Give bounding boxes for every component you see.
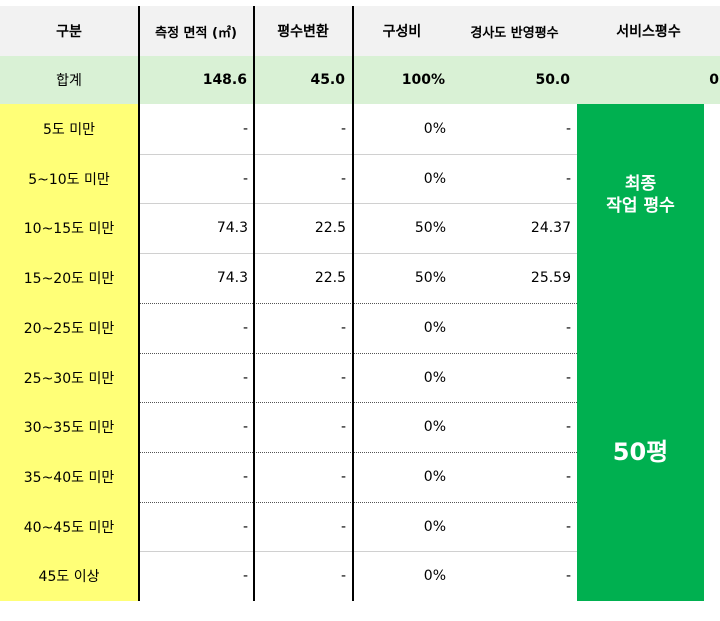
row-ratio: 0%	[423, 518, 446, 535]
final-value: 50평	[612, 438, 669, 466]
total-area: 148.6	[138, 56, 254, 104]
row-area: -	[242, 419, 248, 435]
total-slope: 50.0	[452, 56, 577, 104]
row-area: 74.3	[216, 270, 248, 286]
row-category: 35~40도 미만	[0, 452, 138, 502]
row-category: 25~30도 미만	[0, 353, 138, 402]
row-pyeong: -	[340, 320, 346, 336]
row-slope: -	[565, 469, 571, 485]
row-ratio: 0%	[423, 121, 446, 137]
row-slope: -	[565, 369, 571, 386]
final-work-area: 최종 작업 평수 50평	[577, 104, 704, 601]
total-service: 0	[577, 56, 720, 104]
column-divider	[138, 6, 140, 601]
row-slope: 25.59	[530, 270, 571, 286]
row-ratio: 0%	[423, 320, 446, 336]
row-category: 45도 이상	[0, 551, 138, 601]
row-divider	[0, 154, 577, 155]
row-slope: 24.37	[530, 220, 571, 236]
total-pyeong: 45.0	[254, 56, 352, 104]
row-slope: -	[565, 568, 571, 584]
header-pyeong: 평수변환	[254, 6, 352, 56]
row-area: -	[242, 568, 248, 584]
row-slope: -	[565, 170, 571, 187]
row-pyeong: -	[340, 518, 346, 535]
header-area: 측정 면적 (㎡)	[138, 6, 254, 56]
header-slope: 경사도 반영평수	[452, 6, 577, 56]
row-divider	[0, 502, 577, 503]
row-pyeong: -	[340, 469, 346, 485]
row-area: -	[242, 320, 248, 336]
row-category: 10~15도 미만	[0, 203, 138, 253]
column-divider	[352, 6, 354, 601]
row-pyeong: -	[340, 121, 346, 137]
final-label-line2: 작업 평수	[606, 196, 675, 216]
row-pyeong: -	[340, 568, 346, 584]
row-area: -	[242, 518, 248, 535]
row-divider	[0, 253, 577, 254]
row-divider	[0, 203, 577, 204]
row-area: -	[242, 170, 248, 187]
row-ratio: 0%	[423, 419, 446, 435]
row-divider	[0, 551, 577, 552]
total-label: 합계	[0, 56, 138, 104]
header-category: 구분	[0, 6, 138, 56]
row-ratio: 0%	[423, 170, 446, 187]
row-ratio: 50%	[414, 270, 446, 286]
row-pyeong: -	[340, 170, 346, 187]
row-category: 20~25도 미만	[0, 303, 138, 353]
row-category: 15~20도 미만	[0, 253, 138, 303]
row-area: -	[242, 121, 248, 137]
final-label-line1: 최종	[624, 174, 657, 194]
row-divider	[0, 402, 577, 403]
row-category: 5도 미만	[0, 104, 138, 154]
row-divider	[0, 303, 577, 304]
total-ratio: 100%	[352, 56, 452, 104]
row-category: 40~45도 미만	[0, 502, 138, 551]
column-divider	[253, 6, 255, 601]
row-pyeong: 22.5	[314, 220, 346, 236]
row-category: 30~35도 미만	[0, 402, 138, 452]
row-divider	[0, 353, 577, 354]
row-area: -	[242, 369, 248, 386]
row-area: -	[242, 469, 248, 485]
final-label: 최종 작업 평수	[577, 173, 704, 217]
row-area: 74.3	[216, 220, 248, 236]
row-ratio: 0%	[423, 469, 446, 485]
row-slope: -	[565, 518, 571, 535]
header-ratio: 구성비	[352, 6, 452, 56]
row-slope: -	[565, 320, 571, 336]
row-pyeong: -	[340, 419, 346, 435]
row-ratio: 0%	[423, 568, 446, 584]
row-slope: -	[565, 419, 571, 435]
row-pyeong: -	[340, 369, 346, 386]
header-service: 서비스평수	[577, 6, 720, 56]
row-pyeong: 22.5	[314, 270, 346, 286]
row-category: 5~10도 미만	[0, 154, 138, 203]
row-ratio: 50%	[414, 220, 446, 236]
row-divider	[0, 452, 577, 453]
row-ratio: 0%	[423, 369, 446, 386]
row-slope: -	[565, 121, 571, 137]
